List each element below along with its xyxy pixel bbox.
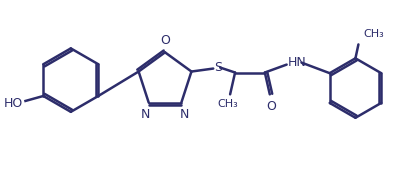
Text: N: N — [180, 108, 189, 121]
Text: N: N — [141, 108, 151, 121]
Text: HN: HN — [288, 56, 306, 69]
Text: CH₃: CH₃ — [363, 30, 384, 39]
Text: CH₃: CH₃ — [218, 99, 238, 109]
Text: O: O — [160, 34, 170, 47]
Text: O: O — [266, 100, 276, 113]
Text: HO: HO — [3, 97, 22, 110]
Text: S: S — [214, 61, 222, 74]
